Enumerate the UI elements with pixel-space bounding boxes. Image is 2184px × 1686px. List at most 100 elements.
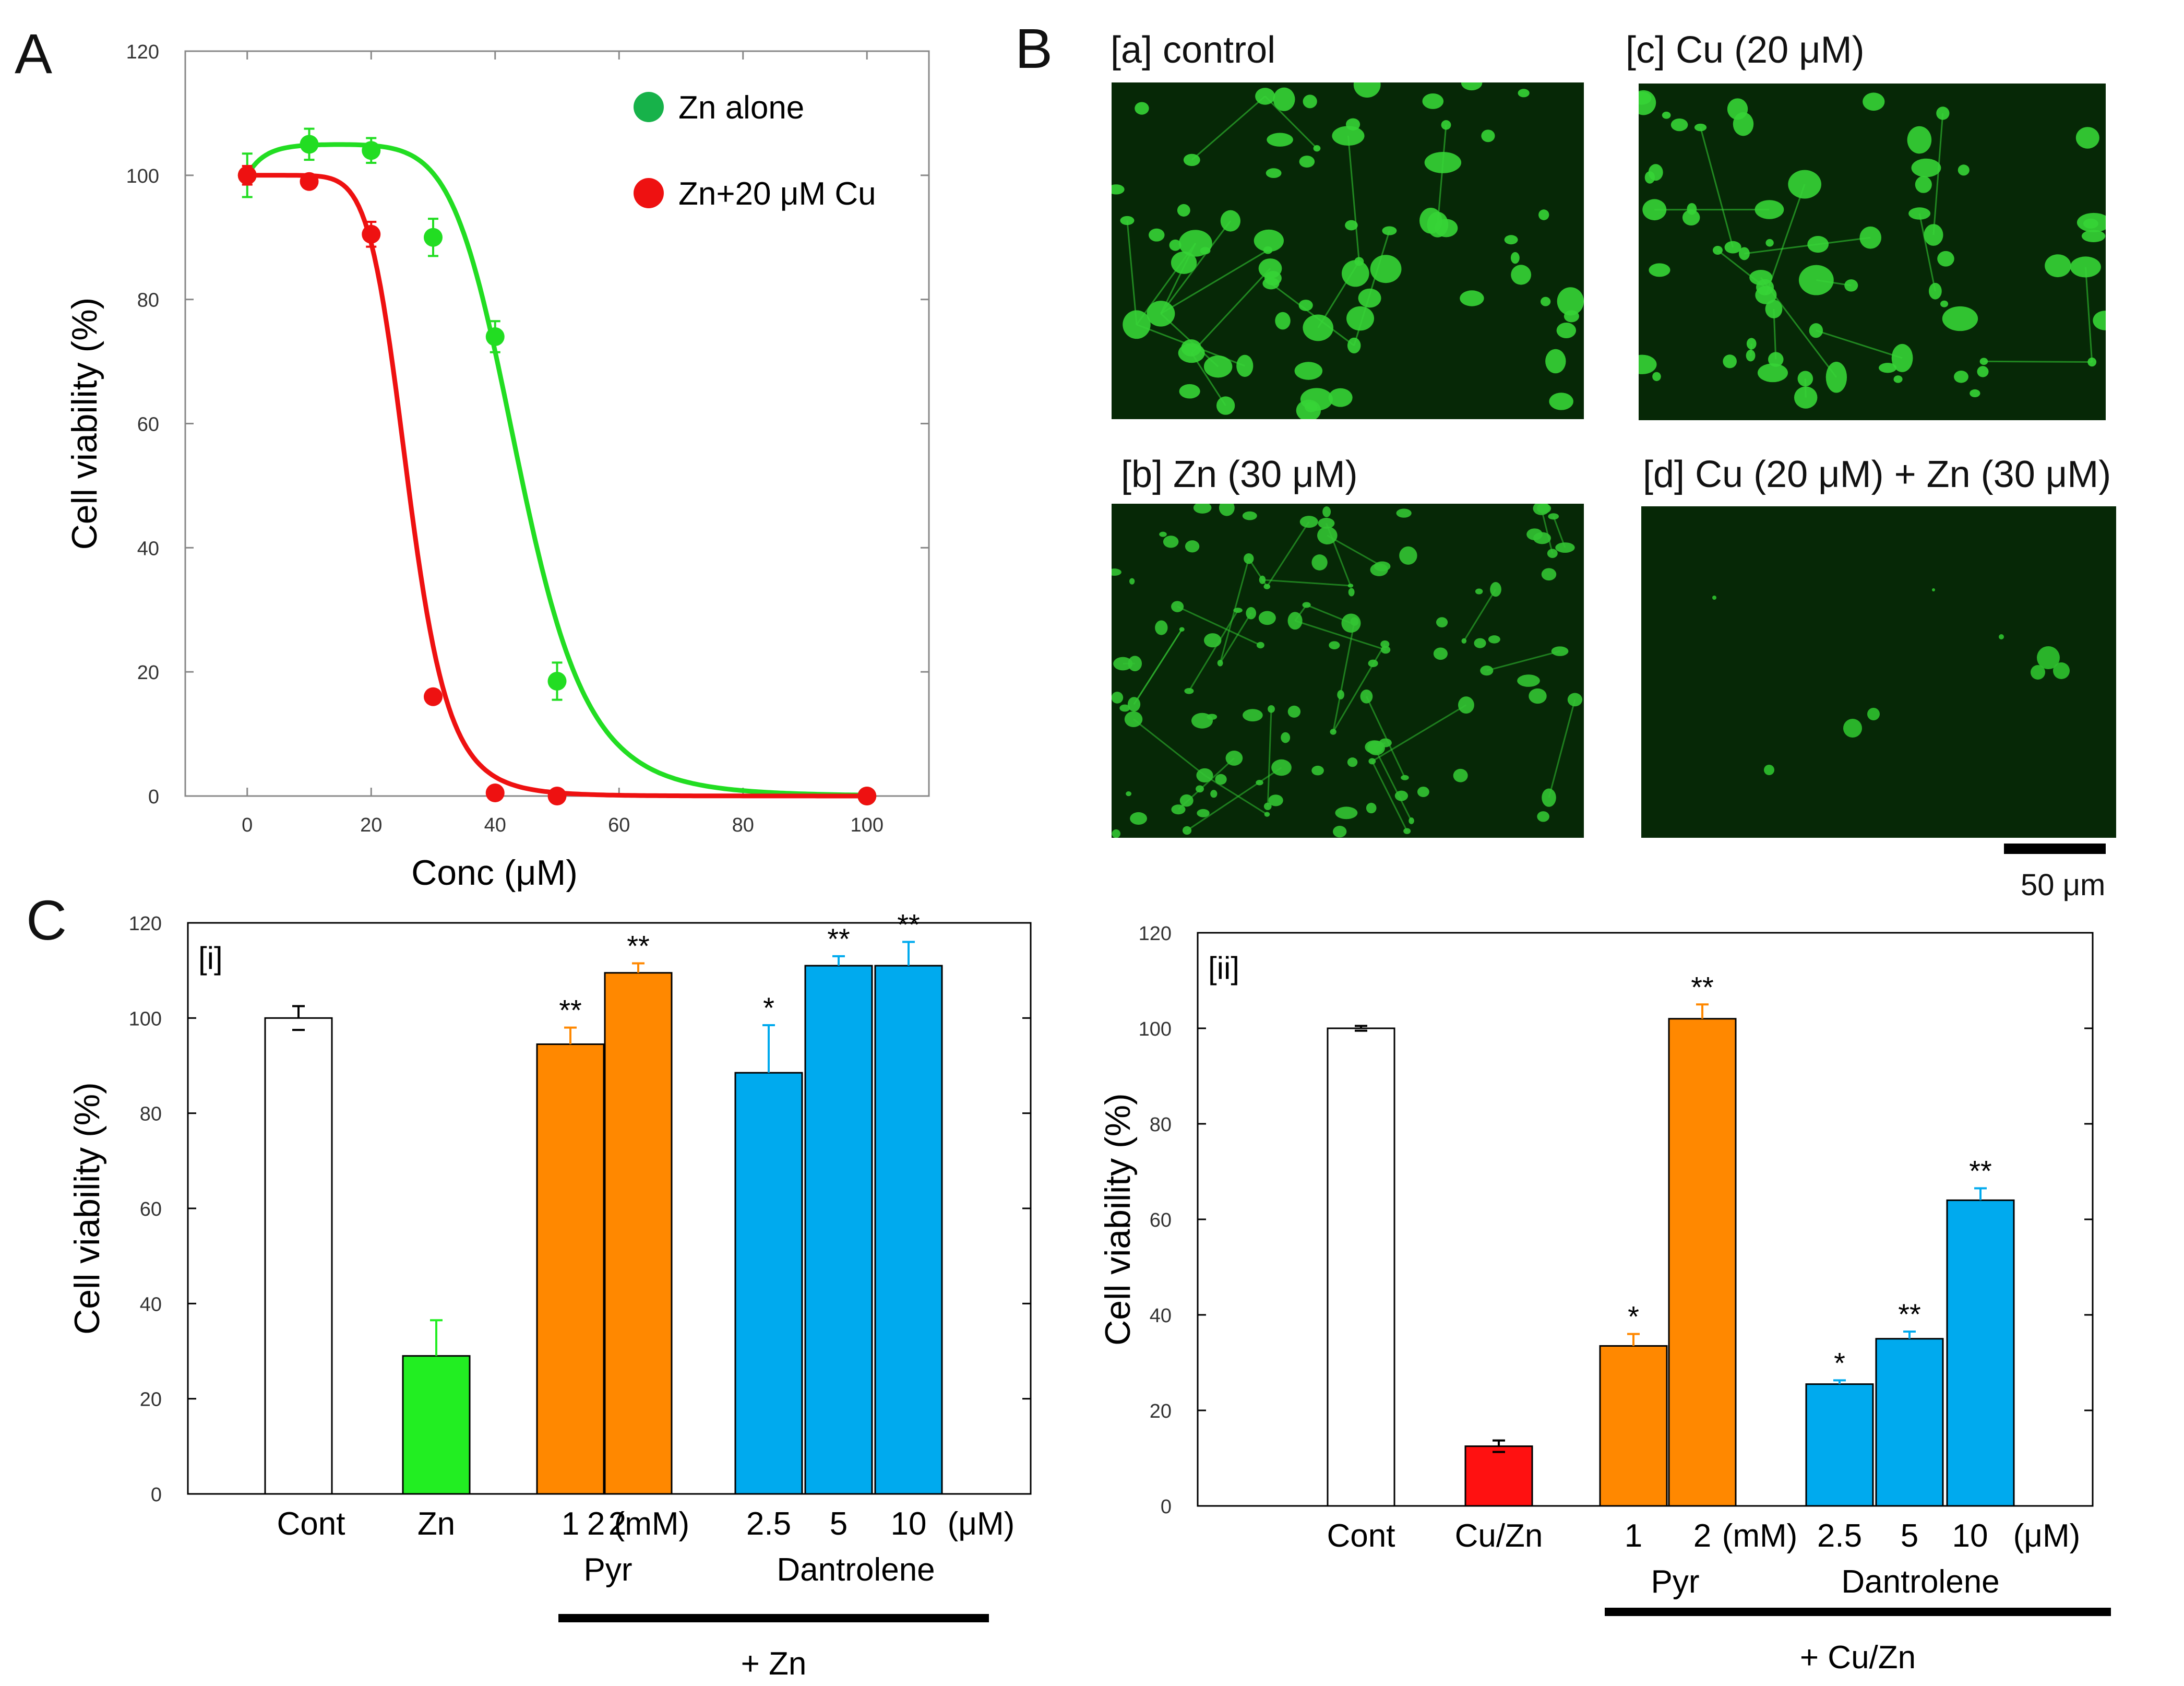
y-tick-label: 80 (1150, 1114, 1172, 1136)
cell-body (1374, 561, 1391, 572)
cell-body (1932, 588, 1935, 591)
cell-body (1332, 126, 1365, 146)
bar (1599, 1345, 1668, 1507)
cell-body (1765, 239, 1774, 247)
cell-body (1757, 363, 1788, 383)
cell-body (2093, 311, 2106, 330)
cell-body (1541, 296, 1551, 306)
bar (402, 1355, 471, 1495)
significance-mark: ** (897, 908, 920, 941)
bar (734, 1072, 803, 1495)
y-axis-label: Cell viability (%) (65, 298, 104, 550)
cell-body (1929, 282, 1942, 300)
cell-body (1401, 775, 1409, 780)
cell-body (1551, 646, 1569, 656)
cell-body (2076, 212, 2106, 232)
cell-body (1517, 674, 1540, 687)
cell-body (1177, 204, 1190, 217)
cell-body (1749, 269, 1773, 286)
neurite (1816, 329, 1903, 359)
bar (1327, 1027, 1395, 1507)
significance-mark: ** (559, 994, 582, 1027)
x-axis-label: Conc (μM) (411, 853, 578, 893)
cell-body (1738, 247, 1750, 260)
neurite (1553, 516, 1566, 548)
cell-body (1368, 659, 1378, 668)
cell-body (1461, 638, 1467, 644)
neurite (1219, 612, 1252, 664)
cell-body (1915, 176, 1932, 193)
cell-body (1262, 277, 1280, 290)
cell-body (1267, 133, 1293, 147)
cell-body (1155, 620, 1168, 635)
cell-body (1271, 759, 1292, 776)
scale-bar-label: 50 μm (2021, 868, 2106, 902)
cell-body (1474, 638, 1486, 648)
cell-body (1246, 607, 1257, 620)
cell-body (1322, 506, 1331, 517)
y-tick-label: 20 (1150, 1400, 1172, 1422)
cell-body (1242, 511, 1257, 520)
cell-body (1112, 184, 1125, 195)
cell-body (1182, 826, 1192, 835)
fit-curve-0 (245, 142, 867, 798)
cell-body (1256, 642, 1264, 649)
cell-body (1712, 245, 1723, 255)
cell-body (1203, 633, 1222, 648)
neurite (1371, 704, 1467, 762)
neurite (1186, 767, 1282, 832)
cell-body (1197, 809, 1210, 817)
cell-body (1299, 156, 1315, 168)
cell-body (1256, 780, 1263, 786)
cell-body (1130, 812, 1148, 825)
neurite (1932, 113, 1944, 235)
cell-body (1768, 352, 1784, 367)
cell-body (1129, 578, 1135, 585)
cell-body (1318, 518, 1335, 529)
neurite (1264, 96, 1318, 149)
cell-body (1311, 765, 1324, 776)
bar (1668, 1018, 1737, 1507)
category-label: Cont (1327, 1518, 1395, 1554)
micrograph-cu (1639, 84, 2106, 420)
cell-body (1255, 88, 1275, 105)
cell-body (1533, 532, 1551, 544)
group-label: Dantrolene (777, 1552, 935, 1588)
cell-body (1236, 354, 1254, 377)
cell-body (1436, 617, 1448, 627)
significance-mark: ** (1691, 970, 1714, 1003)
y-tick-label: 120 (1139, 923, 1172, 945)
data-point-1 (362, 224, 381, 244)
cell-body (1746, 338, 1757, 350)
category-label: 2 (1693, 1518, 1711, 1554)
cell-body (1867, 708, 1880, 720)
y-tick-label: 100 (126, 165, 159, 187)
cell-body (1844, 279, 1858, 292)
neurite (1160, 249, 1269, 315)
cell-body (1891, 343, 1913, 372)
y-tick-label: 120 (126, 41, 159, 63)
cell-body (1424, 151, 1462, 173)
cell-body (1303, 94, 1317, 109)
cell-body (1196, 785, 1204, 793)
cell-body (1225, 750, 1243, 766)
cell-body (1879, 363, 1897, 373)
cell-body (1263, 584, 1271, 589)
cell-body (1940, 300, 1949, 307)
cell-body (1345, 118, 1360, 130)
cell-body (1259, 575, 1266, 584)
neurite (1262, 579, 1351, 587)
cell-body (1567, 693, 1583, 707)
data-point-1 (485, 783, 505, 803)
neurite (1133, 628, 1183, 705)
neurite (1191, 96, 1266, 161)
cell-body (1475, 588, 1483, 595)
cell-body (1529, 688, 1547, 704)
cell-body (1273, 87, 1295, 111)
cell-body (1510, 252, 1520, 264)
category-label: Cu/Zn (1455, 1518, 1543, 1554)
cell-body (1333, 826, 1347, 838)
cell-body (1171, 804, 1186, 815)
category-label: Cont (277, 1506, 345, 1542)
